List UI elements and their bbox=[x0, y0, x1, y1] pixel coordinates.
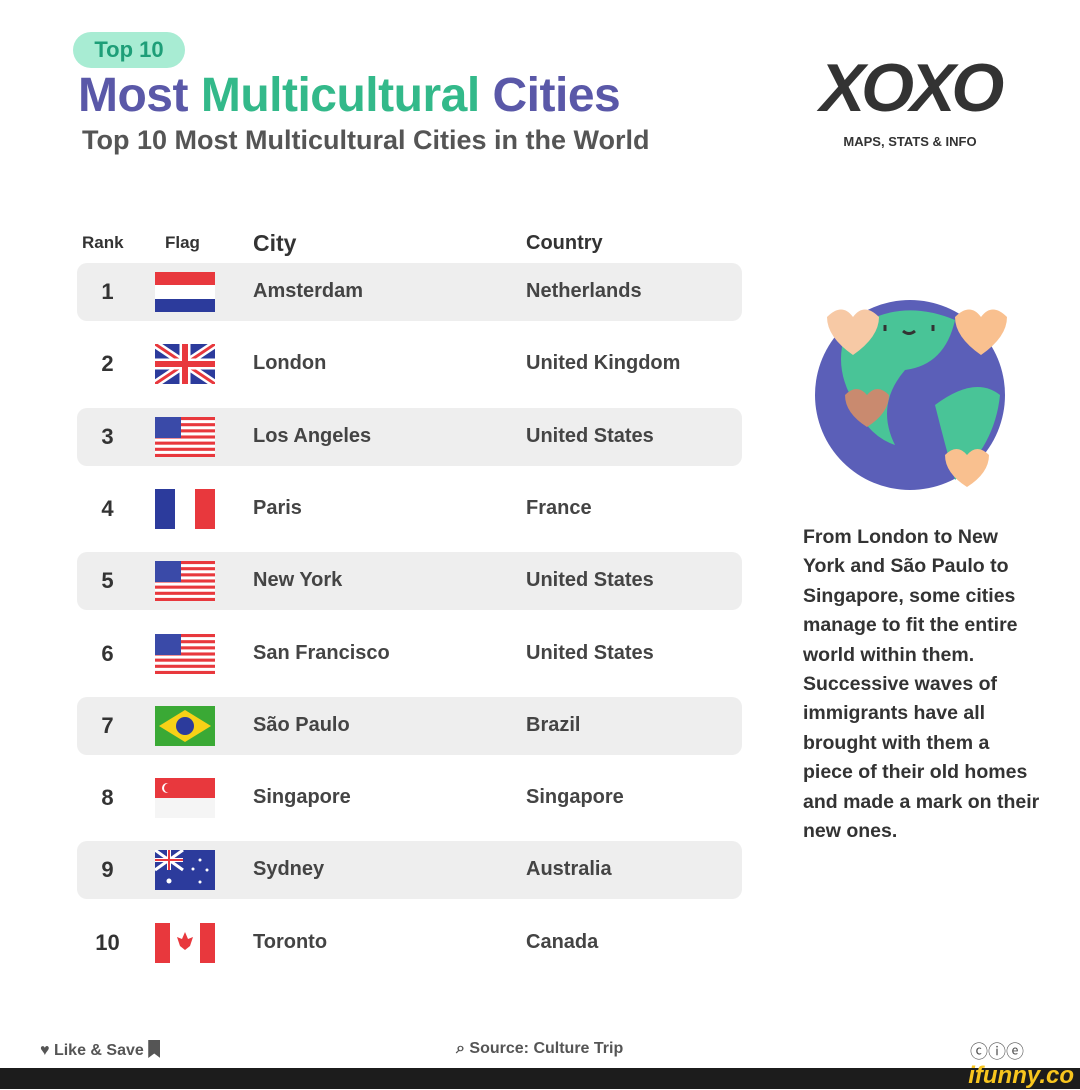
city-cell: Toronto bbox=[253, 930, 328, 953]
heart-icon: ♥ bbox=[40, 1042, 50, 1059]
source-label: Source: Culture Trip bbox=[469, 1040, 624, 1057]
country-cell: Australia bbox=[526, 858, 612, 881]
country-cell: United States bbox=[526, 641, 654, 664]
city-cell: New York bbox=[253, 569, 343, 592]
flag-australia-icon bbox=[155, 850, 215, 891]
flag-usa-icon bbox=[155, 561, 215, 602]
country-cell: France bbox=[526, 496, 592, 519]
city-cell: San Francisco bbox=[253, 641, 390, 664]
column-header-flag: Flag bbox=[165, 233, 200, 252]
rank-cell: 7 bbox=[101, 712, 114, 738]
country-cell: Canada bbox=[526, 930, 599, 953]
city-cell: Paris bbox=[253, 496, 302, 519]
globe-illustration bbox=[815, 300, 1007, 490]
rank-cell: 3 bbox=[101, 423, 114, 449]
subtitle: Top 10 Most Multicultural Cities in the … bbox=[82, 125, 650, 155]
source: ⌕ Source: Culture Trip bbox=[456, 1040, 623, 1058]
logo-tagline: MAPS, STATS & INFO bbox=[843, 134, 977, 149]
rank-cell: 4 bbox=[101, 495, 114, 521]
logo-mark: XOXO bbox=[819, 50, 1005, 126]
top10-badge: Top 10 bbox=[73, 32, 185, 68]
ifunny-watermark: ifunny.co bbox=[968, 1062, 1074, 1089]
title-part1: Most bbox=[78, 69, 188, 122]
flag-canada-icon bbox=[155, 922, 215, 963]
rank-cell: 6 bbox=[101, 640, 114, 666]
flag-france-icon bbox=[155, 488, 215, 529]
flag-uk-icon bbox=[155, 344, 215, 385]
country-cell: Brazil bbox=[526, 713, 581, 736]
bookmark-icon bbox=[148, 1040, 161, 1058]
like-save-label: Like & Save bbox=[53, 1042, 144, 1059]
country-cell: United States bbox=[526, 569, 654, 592]
city-cell: São Paulo bbox=[253, 713, 350, 736]
country-cell: Singapore bbox=[526, 786, 624, 809]
rank-cell: 9 bbox=[101, 857, 114, 883]
city-cell: Amsterdam bbox=[253, 280, 364, 302]
column-header-rank: Rank bbox=[82, 233, 124, 252]
cc-license-icon: ⓒⓘⓔ bbox=[970, 1042, 1024, 1062]
like-save[interactable]: ♥ Like & Save bbox=[40, 1040, 161, 1060]
city-cell: Los Angeles bbox=[253, 424, 372, 447]
title-part2: Multicultural bbox=[200, 69, 480, 122]
country-cell: Netherlands bbox=[526, 280, 642, 302]
page-title: Most Multicultural Cities bbox=[78, 68, 621, 124]
flag-usa-icon bbox=[155, 633, 215, 674]
rank-cell: 2 bbox=[101, 351, 114, 377]
rank-cell: 5 bbox=[101, 568, 114, 594]
country-cell: United Kingdom bbox=[526, 352, 681, 375]
column-header-city: City bbox=[253, 230, 297, 256]
city-cell: London bbox=[253, 352, 327, 375]
rank-cell: 1 bbox=[101, 279, 114, 304]
description-text: From London to New York and São Paulo to… bbox=[803, 526, 1040, 843]
logo: XOXO MAPS, STATS & INFO bbox=[815, 52, 1005, 149]
flag-brazil-icon bbox=[155, 705, 215, 746]
search-icon: ⌕ bbox=[456, 1040, 465, 1057]
rank-cell: 10 bbox=[95, 929, 120, 955]
column-header-country: Country bbox=[526, 232, 603, 254]
rank-cell: 8 bbox=[101, 785, 114, 811]
country-cell: United States bbox=[526, 424, 654, 447]
watermark-bar bbox=[0, 1068, 1080, 1089]
flag-singapore-icon bbox=[155, 778, 215, 819]
city-cell: Sydney bbox=[253, 858, 325, 881]
flag-usa-icon bbox=[155, 416, 215, 457]
title-part3: Cities bbox=[492, 69, 621, 122]
flag-netherlands-icon bbox=[155, 272, 215, 312]
city-cell: Singapore bbox=[253, 786, 351, 809]
